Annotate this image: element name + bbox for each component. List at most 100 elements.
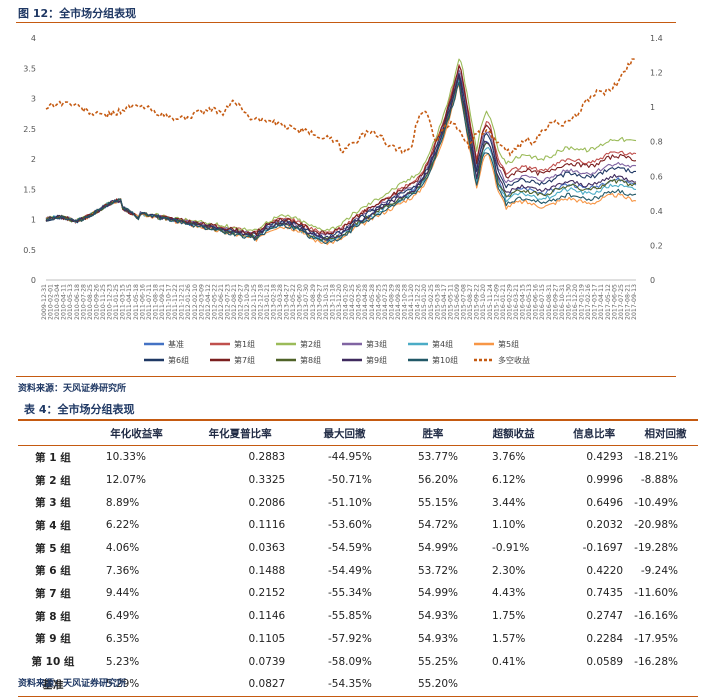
table-cell: 1.10%: [492, 519, 526, 532]
x-tick-label: 2013-06-20: [297, 284, 304, 320]
legend-label: 第5组: [498, 339, 519, 349]
x-tick-label: 2012-06-21: [218, 284, 225, 320]
x-tick-label: 2017-07-25: [618, 284, 625, 320]
table-cell: -55.85%: [328, 610, 372, 623]
legend-label: 基准: [168, 339, 184, 349]
row-label: 第 10 组: [31, 656, 75, 669]
legend-label: 多空收益: [498, 355, 530, 365]
row-label: 第 9 组: [35, 633, 71, 646]
y-right-tick-label: 0.8: [650, 138, 663, 147]
table-cell: -53.60%: [328, 519, 372, 532]
table-row: 第 3 组 8.89% 0.2086 -51.10% 55.15% 3.44% 0.6496…: [18, 491, 698, 514]
table-cell: -20.98%: [634, 519, 678, 532]
x-tick-label: 2013-08-29: [310, 284, 317, 320]
x-tick-label: 2016-05-13: [526, 284, 533, 320]
x-tick-label: 2011-11-22: [172, 284, 179, 320]
group-performance-chart: 0 0.5 1 1.5 2 2.5 3 3.5 4 0 0.2 0.4 0.6 0.8 1 1.2 1.4 200…: [23, 34, 663, 365]
x-tick-label: 2013-03-28: [277, 284, 284, 320]
x-tick-label: 2017-06-05: [611, 284, 618, 320]
series-line-5: [45, 83, 637, 246]
row-label: 第 6 组: [35, 565, 71, 578]
source-rule: [16, 376, 676, 377]
x-tick-label: 2015-09-22: [474, 284, 481, 320]
series-line-4: [45, 79, 637, 243]
x-tick-label: 2010-07-28: [80, 284, 87, 320]
x-tick-label: 2014-04-28: [362, 284, 369, 320]
x-tick-label: 2015-12-09: [493, 284, 500, 320]
table-cell: 0.1488: [248, 564, 286, 577]
table-cell: 2.30%: [492, 564, 526, 577]
figure-source: 资料来源：天风证券研究所: [18, 384, 127, 394]
table-cell: 53.72%: [418, 564, 459, 577]
x-tick-label: 2014-09-28: [395, 284, 402, 320]
table-cell: -10.49%: [634, 496, 678, 509]
table-cell: -11.60%: [634, 587, 678, 600]
x-tick-label: 2016-12-20: [572, 284, 579, 320]
table-cell: 3.76%: [492, 451, 526, 464]
x-tick-label: 2011-04-15: [126, 284, 133, 320]
y-left-tick-label: 2.5: [23, 125, 36, 134]
table-cell: 55.15%: [418, 496, 459, 509]
table-cell: 6.35%: [105, 632, 140, 645]
table-cell: 7.36%: [105, 564, 140, 577]
x-tick-label: 2016-09-27: [552, 284, 559, 320]
table-row: 第 10 组 5.23% 0.0739 -58.09% 55.25% 0.41% 0.058…: [18, 650, 698, 673]
x-tick-label: 2012-02-10: [192, 284, 199, 320]
header-blank: [18, 419, 88, 446]
legend-label: 第1组: [234, 339, 255, 349]
x-tick-label: 2011-06-16: [139, 284, 146, 320]
x-tick-label: 2016-11-30: [565, 284, 572, 320]
table-cell: 3.44%: [492, 496, 526, 509]
y-left-tick-label: 0: [31, 276, 36, 285]
y-right-tick-label: 1.2: [650, 69, 663, 78]
table-title: 表 4：全市场分组表现: [24, 403, 135, 416]
x-tick-label: 2016-04-15: [520, 284, 527, 320]
table-cell: 0.2086: [248, 496, 286, 509]
table-cell: [555, 672, 634, 697]
table-cell: 1.57%: [492, 632, 526, 645]
table-cell: 6.12%: [492, 474, 526, 487]
table-row: 第 8 组 6.49% 0.1146 -55.85% 54.93% 1.75% 0.2747…: [18, 605, 698, 628]
legend-label: 第10组: [432, 355, 458, 365]
table-cell: 54.99%: [418, 587, 459, 600]
table-cell: [633, 672, 698, 697]
figure-title: 图 12：全市场分组表现: [18, 7, 137, 20]
x-tick-label: 2017-01-19: [579, 284, 586, 320]
x-tick-label: 2011-09-21: [159, 284, 166, 320]
x-tick-label: 2012-09-27: [238, 284, 245, 320]
x-tick-label: 2010-12-23: [107, 284, 114, 320]
table-cell: 10.33%: [105, 451, 146, 464]
row-label: 第 8 组: [35, 610, 71, 623]
y-right-tick-label: 0.4: [650, 207, 663, 216]
table-cell: 0.3325: [248, 474, 286, 487]
table-row: 第 9 组 6.35% 0.1105 -57.92% 54.93% 1.57% 0.2284…: [18, 628, 698, 651]
x-tick-label: 2014-08-29: [388, 284, 395, 320]
row-label: 基准: [18, 672, 88, 697]
table-cell: -8.88%: [640, 474, 678, 487]
group-performance-table: 年化收益率 年化夏普比率 最大回撤 胜率 超额收益 信息比率 相对回撤 第 1 …: [18, 419, 698, 697]
x-tick-label: 2017-04-11: [598, 284, 605, 320]
table-cell: -55.34%: [328, 587, 372, 600]
x-tick-label: 2015-02-25: [428, 284, 435, 320]
x-tick-label: 2014-01-20: [343, 284, 350, 320]
table-cell: -58.09%: [328, 655, 372, 668]
x-tick-label: 2015-08-27: [467, 284, 474, 320]
table-cell: -19.28%: [634, 542, 678, 555]
x-tick-label: 2013-10-31: [323, 284, 330, 320]
table-cell: 5.23%: [105, 655, 140, 668]
x-tick-label: 2014-02-25: [349, 284, 356, 320]
x-tick-label: 2014-06-25: [375, 284, 382, 320]
table-cell: -9.24%: [640, 564, 678, 577]
row-label: 第 5 组: [35, 542, 71, 555]
x-tick-label: 2017-09-13: [631, 284, 638, 320]
series-line-3: [45, 69, 637, 236]
x-tick-label: 2017-03-17: [592, 284, 599, 320]
x-tick-label: 2016-02-29: [506, 284, 513, 320]
title-rule: [16, 22, 676, 23]
table-cell: -50.71%: [328, 474, 372, 487]
table-cell: 0.7435: [586, 587, 624, 600]
x-tick-label: 2013-11-18: [329, 284, 336, 320]
x-tick-label: 2010-05-13: [67, 284, 74, 320]
x-tick-label: 2015-07-08: [461, 284, 468, 320]
x-tick-label: 2015-11-24: [487, 284, 494, 320]
